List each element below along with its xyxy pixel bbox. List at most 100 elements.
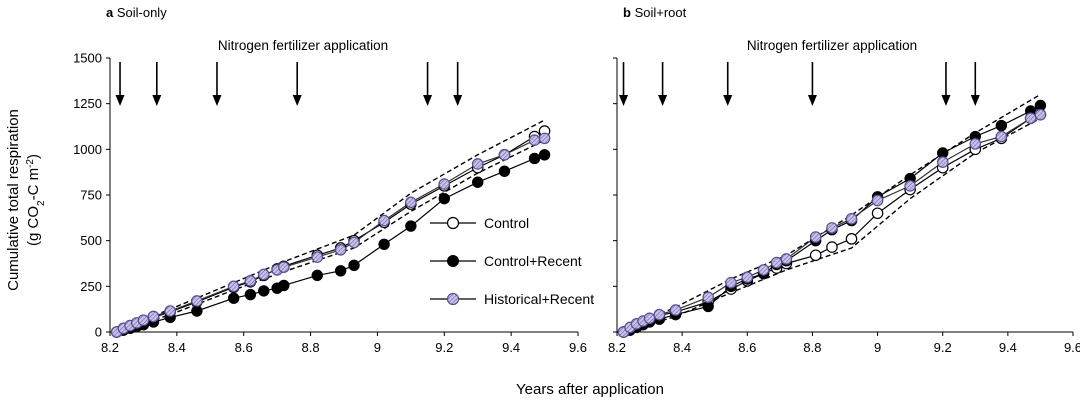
x-tick-label: 9.4 xyxy=(999,340,1017,355)
panel-title-text: Soil+root xyxy=(635,5,687,20)
y-tick-label: 250 xyxy=(80,279,102,294)
fertilizer-annotation: Nitrogen fertilizer application xyxy=(747,38,917,53)
fertilizer-arrow-head xyxy=(152,95,162,106)
dashed-range-line xyxy=(116,119,545,331)
data-point xyxy=(1034,108,1047,121)
data-point xyxy=(278,279,290,292)
fertilizer-arrow-head xyxy=(115,95,125,106)
y-axis-label-line2-mid: -C m xyxy=(25,168,42,201)
data-point xyxy=(334,265,347,277)
data-point xyxy=(538,149,551,161)
data-point xyxy=(538,132,551,145)
data-point xyxy=(702,291,714,304)
data-point xyxy=(643,312,656,325)
fertilizer-arrow-head xyxy=(423,95,433,106)
y-axis-label-line2-prefix: (g CO xyxy=(25,206,42,246)
dashed-range-line xyxy=(623,93,1041,330)
data-point xyxy=(348,259,360,272)
data-point xyxy=(191,305,203,317)
x-tick-label: 8.6 xyxy=(235,340,253,355)
y-tick-label: 500 xyxy=(80,233,102,248)
data-point xyxy=(936,156,949,168)
dashed-range-line xyxy=(116,139,545,333)
y-tick-label: 750 xyxy=(80,188,102,203)
panel-a: a Soil-only 0 250 500 750 1000 1250 1500 8.2 8.4 8… xyxy=(73,5,587,355)
x-tick-label: 8.6 xyxy=(738,340,756,355)
data-point xyxy=(147,310,160,323)
data-point xyxy=(871,207,884,220)
data-point xyxy=(809,249,822,262)
fertilizer-arrow-head xyxy=(723,95,733,106)
data-point xyxy=(311,269,323,282)
legend-marker xyxy=(447,255,459,267)
data-point xyxy=(757,264,770,276)
data-point xyxy=(378,214,390,227)
data-point xyxy=(969,138,982,150)
data-point xyxy=(498,165,511,177)
x-tick-label: 9 xyxy=(874,340,881,355)
panel-b: b Soil+root 8.2 8.4 8.6 8.8 9 9.2 9.4 9.6 Nitroge… xyxy=(608,5,1080,355)
x-tick-label: 9.6 xyxy=(1064,340,1080,355)
data-point xyxy=(257,268,270,281)
panel-title-text: Soil-only xyxy=(117,5,167,20)
x-tick-label: 8.4 xyxy=(673,340,691,355)
legend-label: Control xyxy=(484,215,529,231)
x-tick-label: 9.2 xyxy=(934,340,952,355)
legend-label: Historical+Recent xyxy=(484,291,594,307)
data-point xyxy=(164,305,176,317)
data-point xyxy=(378,238,390,251)
legend-marker xyxy=(446,292,460,306)
x-tick-label: 9.6 xyxy=(569,340,587,355)
panel-title: b Soil+root xyxy=(623,5,687,20)
data-point xyxy=(278,261,290,273)
data-point xyxy=(227,280,240,293)
y-tick-label: 1250 xyxy=(73,96,102,111)
y-axis-label-line2: (g CO2-C m-2) xyxy=(25,154,47,246)
y-axis-label-line2-sup: -2 xyxy=(25,159,36,168)
fertilizer-arrow-head xyxy=(941,95,951,106)
panel-title: a Soil-only xyxy=(106,5,167,20)
data-point xyxy=(669,304,682,316)
fertilizer-arrow-head xyxy=(619,95,629,106)
data-point xyxy=(845,212,858,225)
data-point xyxy=(348,236,360,249)
legend-marker xyxy=(446,216,460,230)
y-axis-label-line2-sub: 2 xyxy=(36,200,47,206)
x-tick-label: 8.2 xyxy=(101,340,119,355)
data-point xyxy=(904,180,916,192)
data-point xyxy=(405,220,417,232)
data-point xyxy=(405,196,417,209)
y-tick-label: 1000 xyxy=(73,142,102,157)
panel-letter: a xyxy=(106,5,117,20)
x-tick-label: 9 xyxy=(374,340,381,355)
data-point xyxy=(438,192,450,205)
data-point xyxy=(244,288,257,301)
legend-label: Control+Recent xyxy=(484,253,582,269)
data-point xyxy=(528,152,541,165)
data-point xyxy=(653,308,666,321)
fertilizer-arrow-head xyxy=(212,95,222,106)
fertilizer-arrow-head xyxy=(970,95,980,106)
y-tick-label: 0 xyxy=(95,325,102,340)
data-point xyxy=(137,314,150,326)
data-point xyxy=(334,244,347,256)
data-point xyxy=(995,130,1008,143)
data-point xyxy=(780,253,793,265)
data-point xyxy=(741,271,754,283)
fertilizer-arrow-head xyxy=(807,95,817,106)
y-axis-label-line1: Cumulative total respiration xyxy=(5,109,22,291)
data-point xyxy=(438,178,451,190)
data-point xyxy=(1024,112,1037,125)
x-axis-label: Years after application xyxy=(516,381,664,398)
data-point xyxy=(227,292,240,304)
data-point xyxy=(845,233,858,245)
fertilizer-arrow-head xyxy=(453,95,463,106)
data-point xyxy=(725,276,737,289)
fertilizer-annotation: Nitrogen fertilizer application xyxy=(218,38,388,53)
data-point xyxy=(871,194,884,207)
y-axis-label-line2-suffix: ) xyxy=(25,154,42,159)
x-tick-label: 8.2 xyxy=(608,340,626,355)
data-point xyxy=(809,231,822,243)
data-point xyxy=(995,119,1008,132)
